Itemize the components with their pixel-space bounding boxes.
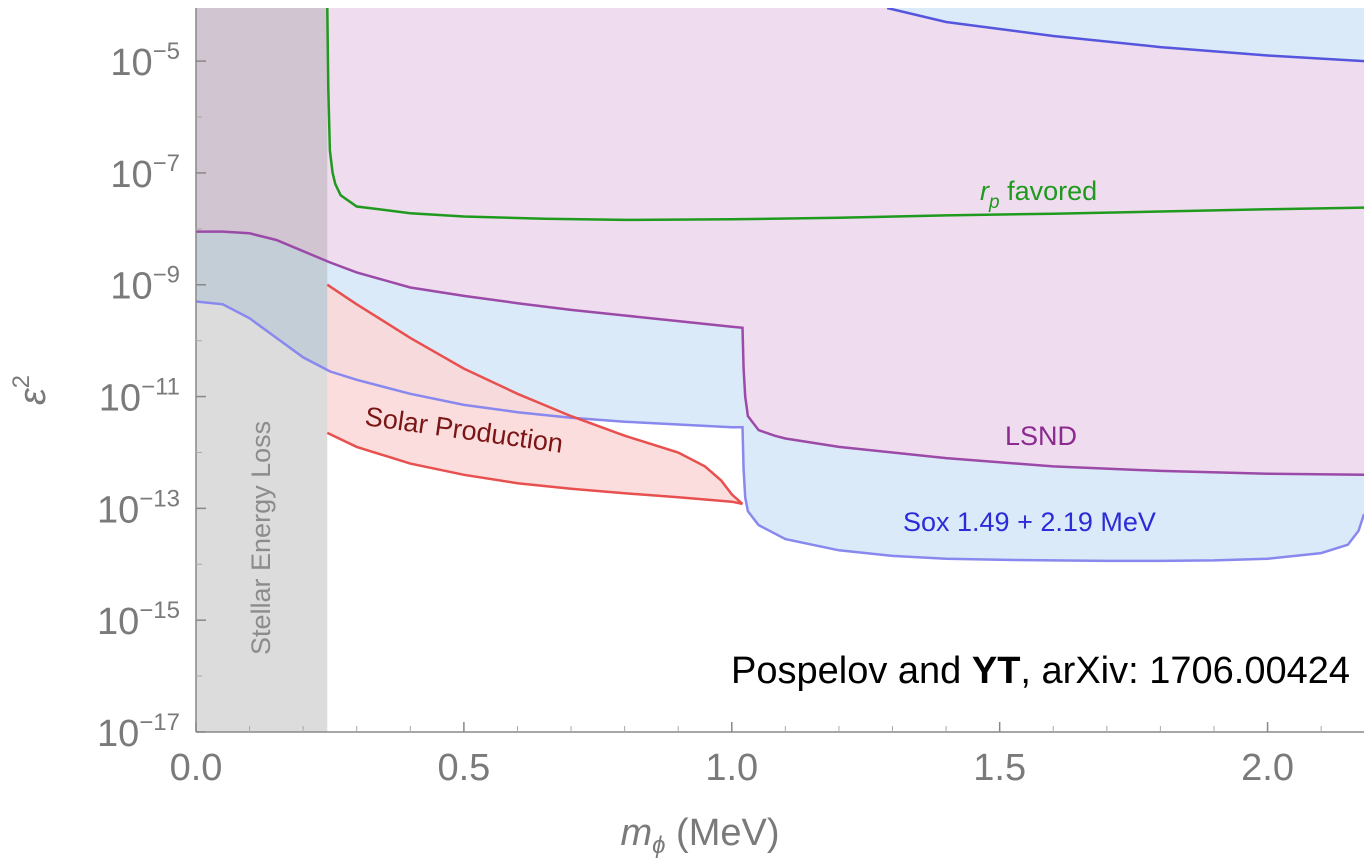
y-axis-title: ε2 [8, 375, 54, 405]
rp-favored-label: rp favored [980, 176, 1097, 213]
stellar-energy-loss-band [196, 8, 328, 732]
sox-label: Sox 1.49 + 2.19 MeV [903, 507, 1156, 537]
solar-upper-line [326, 283, 744, 505]
x-tick-label: 1.5 [973, 747, 1026, 789]
sox-lower-line [196, 300, 1364, 563]
y-tick-label: 10−5 [110, 38, 180, 84]
lsnd-line [196, 230, 1364, 477]
x-tick-label: 0.0 [170, 747, 223, 789]
y-tick-label: 10−13 [97, 485, 180, 531]
sox-upper-line [886, 8, 1364, 63]
lsnd-excluded-region [196, 8, 1364, 475]
y-tick-label: 10−17 [97, 709, 180, 755]
y-tick-label: 10−15 [97, 597, 180, 643]
x-axis-title: mϕ (MeV) [620, 812, 779, 859]
stellar-energy-loss-label: Stellar Energy Loss [246, 421, 276, 655]
y-tick-label: 10−9 [110, 262, 180, 308]
x-tick-label: 0.5 [437, 747, 490, 789]
y-tick-label: 10−7 [110, 150, 180, 196]
credit-text: Pospelov and YT, arXiv: 1706.00424 [731, 650, 1350, 692]
y-tick-label: 10−11 [99, 374, 180, 420]
sox-upper-region [887, 8, 1364, 62]
solar-lower-line [326, 431, 743, 506]
x-tick-label: 2.0 [1241, 747, 1294, 789]
x-tick-label: 1.0 [705, 747, 758, 789]
lsnd-label: LSND [1005, 421, 1077, 451]
rp-favored-line [326, 8, 1364, 222]
solar-production-region [327, 284, 743, 504]
